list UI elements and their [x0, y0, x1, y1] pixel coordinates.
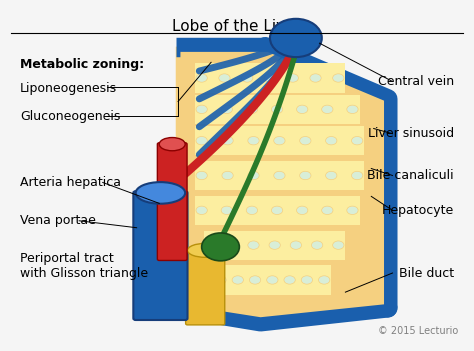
Circle shape: [274, 171, 285, 180]
Circle shape: [270, 19, 322, 57]
Text: © 2015 Lecturio: © 2015 Lecturio: [378, 326, 458, 336]
Circle shape: [274, 137, 285, 145]
Circle shape: [300, 171, 311, 180]
Circle shape: [219, 74, 230, 82]
Text: Vena portae: Vena portae: [20, 214, 96, 227]
Text: Liponeogenesis: Liponeogenesis: [20, 82, 118, 95]
Ellipse shape: [136, 182, 185, 204]
Circle shape: [248, 171, 259, 180]
Circle shape: [248, 241, 259, 249]
FancyBboxPatch shape: [133, 191, 188, 320]
Circle shape: [300, 137, 311, 145]
Polygon shape: [213, 265, 331, 294]
Circle shape: [205, 241, 217, 249]
Text: Bile duct: Bile duct: [399, 266, 454, 279]
Circle shape: [246, 206, 257, 214]
Circle shape: [311, 241, 323, 249]
Circle shape: [269, 241, 280, 249]
Text: Gluconeogeneis: Gluconeogeneis: [20, 110, 120, 123]
Polygon shape: [178, 52, 384, 317]
Circle shape: [347, 206, 358, 214]
Text: Hepatocyte: Hepatocyte: [382, 204, 454, 217]
Text: Central vein: Central vein: [378, 75, 454, 88]
Circle shape: [196, 105, 207, 113]
Circle shape: [221, 105, 232, 113]
Circle shape: [201, 233, 239, 261]
Polygon shape: [195, 161, 364, 190]
Circle shape: [322, 206, 333, 214]
Circle shape: [322, 105, 333, 113]
Circle shape: [222, 171, 233, 180]
Circle shape: [333, 74, 344, 82]
Circle shape: [352, 171, 363, 180]
Circle shape: [249, 276, 261, 284]
Polygon shape: [195, 196, 359, 225]
Polygon shape: [195, 126, 364, 155]
Circle shape: [242, 74, 253, 82]
Text: Liver sinusoid: Liver sinusoid: [368, 127, 454, 140]
Circle shape: [272, 206, 283, 214]
Circle shape: [284, 276, 295, 284]
Ellipse shape: [188, 243, 223, 257]
Circle shape: [264, 74, 276, 82]
Circle shape: [287, 74, 299, 82]
Text: Metabolic zoning:: Metabolic zoning:: [20, 58, 145, 71]
Circle shape: [215, 276, 226, 284]
Circle shape: [227, 241, 238, 249]
FancyBboxPatch shape: [157, 143, 187, 260]
Circle shape: [267, 276, 278, 284]
Circle shape: [347, 105, 358, 113]
Text: Lobe of the Liver: Lobe of the Liver: [173, 19, 301, 34]
Circle shape: [326, 171, 337, 180]
Circle shape: [196, 206, 207, 214]
Circle shape: [232, 276, 244, 284]
Circle shape: [297, 206, 308, 214]
Circle shape: [326, 137, 337, 145]
Polygon shape: [176, 47, 388, 322]
Text: Arteria hepatica: Arteria hepatica: [20, 176, 121, 189]
Circle shape: [297, 105, 308, 113]
Circle shape: [221, 206, 232, 214]
Circle shape: [290, 241, 301, 249]
Circle shape: [310, 74, 321, 82]
Circle shape: [301, 276, 312, 284]
Circle shape: [319, 276, 330, 284]
FancyBboxPatch shape: [186, 249, 225, 325]
Circle shape: [196, 171, 207, 180]
Circle shape: [196, 137, 207, 145]
Polygon shape: [195, 95, 359, 124]
Circle shape: [246, 105, 257, 113]
Circle shape: [333, 241, 344, 249]
Circle shape: [352, 137, 363, 145]
Polygon shape: [204, 231, 346, 260]
Circle shape: [272, 105, 283, 113]
Ellipse shape: [159, 138, 185, 151]
Polygon shape: [195, 64, 346, 93]
Circle shape: [222, 137, 233, 145]
Text: Bile canaliculi: Bile canaliculi: [367, 169, 454, 182]
Circle shape: [248, 137, 259, 145]
Text: Periportal tract
with Glisson triangle: Periportal tract with Glisson triangle: [20, 252, 148, 280]
Circle shape: [196, 74, 207, 82]
